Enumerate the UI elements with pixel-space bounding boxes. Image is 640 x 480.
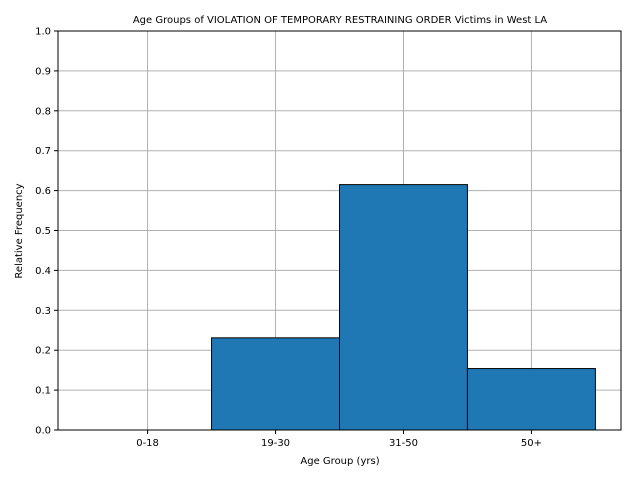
plot-frame (57, 30, 622, 431)
x-tick-label: 0-18 (136, 438, 159, 449)
bar-50+ (466, 368, 596, 431)
y-tick-label: 0.8 (35, 106, 51, 117)
x-tick-label: 31-50 (389, 438, 418, 449)
y-tick-label: 1.0 (35, 27, 51, 38)
x-axis-label: Age Group (yrs) (300, 456, 379, 467)
axes (54, 30, 622, 434)
tick-labels: 0.0 0.1 0.2 0.3 0.4 0.5 0.6 0.7 0.8 0.9 1.0 0-18 19-… (35, 27, 542, 450)
bar-19-30 (211, 337, 340, 431)
x-tick-label: 19-30 (261, 438, 290, 449)
y-tick-label: 0.0 (35, 426, 51, 437)
bar-31-50 (339, 184, 468, 431)
y-tick-label: 0.9 (35, 66, 51, 77)
y-tick-label: 0.6 (35, 186, 51, 197)
y-axis-label: Relative Frequency (14, 183, 25, 278)
y-tick-label: 0.1 (35, 386, 51, 397)
y-tick-label: 0.3 (35, 306, 51, 317)
y-tick-label: 0.7 (35, 146, 51, 157)
chart-title: Age Groups of VIOLATION OF TEMPORARY RES… (133, 15, 547, 26)
y-tick-label: 0.5 (35, 226, 51, 237)
x-tick-label: 50+ (521, 438, 542, 449)
bars (211, 184, 596, 431)
y-tick-label: 0.4 (35, 266, 51, 277)
y-tick-label: 0.2 (35, 346, 51, 357)
